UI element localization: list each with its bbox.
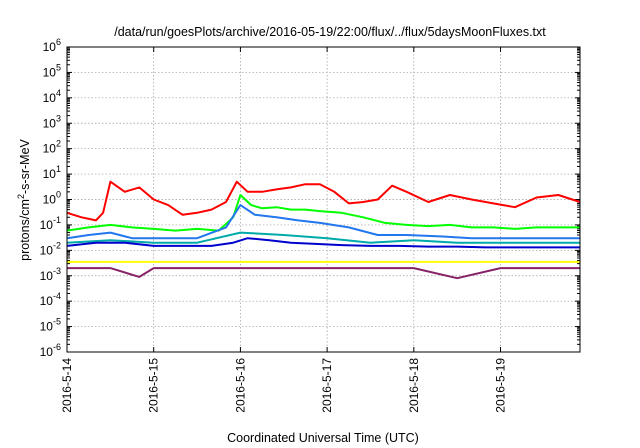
x-tick-label: 2016-5-16	[233, 358, 247, 413]
y-tick-label: 10-3	[40, 266, 61, 283]
y-tick-exp: -6	[53, 342, 61, 352]
y-tick-exp: -2	[53, 240, 61, 250]
plot-frame	[66, 46, 581, 353]
y-axis-label-rest: -s-sr-MeV	[18, 138, 32, 194]
y-tick-base: 10	[43, 40, 57, 54]
y-tick-exp: 5	[56, 62, 61, 72]
y-tick-base: 10	[43, 193, 57, 207]
y-tick-base: 10	[43, 91, 57, 105]
series-line	[66, 204, 580, 240]
y-tick-exp: 2	[56, 139, 61, 149]
y-axis-label-base: protons/cm	[18, 199, 32, 261]
x-tick-label: 2016-5-19	[494, 358, 508, 413]
y-tick-label: 105	[43, 62, 61, 79]
y-tick-label: 103	[43, 113, 61, 130]
y-tick-label: 106	[43, 37, 61, 54]
y-tick-exp: 3	[56, 113, 61, 123]
series-line	[66, 231, 580, 244]
series-line	[66, 194, 580, 232]
series-group	[66, 180, 581, 280]
y-tick-exp: 6	[56, 37, 61, 47]
y-tick-base: 10	[43, 116, 57, 130]
x-tick-label: 2016-5-14	[60, 358, 74, 413]
y-tick-exp: -4	[53, 291, 61, 301]
chart-title: /data/run/goesPlots/archive/2016-05-19/2…	[114, 25, 546, 39]
y-tick-base: 10	[40, 294, 54, 308]
y-tick-label: 10-2	[40, 240, 61, 257]
y-axis-label: protons/cm2-s-sr-MeV	[16, 138, 32, 260]
y-tick-label: 102	[43, 139, 61, 156]
grid	[67, 47, 580, 352]
y-tick-exp: -1	[53, 215, 61, 225]
x-tick-label: 2016-5-15	[147, 358, 161, 413]
y-tick-base: 10	[43, 167, 57, 181]
y-tick-exp: 0	[56, 190, 61, 200]
series-line	[66, 180, 581, 222]
y-tick-exp: 4	[56, 88, 61, 98]
y-tick-label: 104	[43, 88, 61, 105]
y-tick-label: 100	[43, 190, 61, 207]
x-axis: 2016-5-14 2016-5-15 2016-5-16 2016-5-17 2016…	[60, 47, 508, 413]
x-tick-label: 2016-5-17	[320, 358, 334, 413]
y-tick-base: 10	[40, 218, 54, 232]
y-tick-base: 10	[40, 320, 54, 334]
x-axis-label: Coordinated Universal Time (UTC)	[227, 431, 419, 445]
y-tick-label: 10-4	[40, 291, 61, 308]
y-tick-label: 10-1	[40, 215, 61, 232]
y-tick-exp: -5	[53, 317, 61, 327]
x-tick-label: 2016-5-18	[407, 358, 421, 413]
series-line	[67, 267, 580, 280]
y-tick-base: 10	[43, 65, 57, 79]
y-axis: 10-610-510-410-310-210-11001011021031041…	[40, 37, 580, 359]
y-tick-label: 10-5	[40, 317, 61, 334]
y-tick-exp: -3	[53, 266, 61, 276]
y-tick-base: 10	[40, 243, 54, 257]
y-tick-label: 10-6	[40, 342, 61, 359]
y-tick-base: 10	[40, 345, 54, 359]
y-tick-label: 101	[43, 164, 61, 181]
y-tick-exp: 1	[56, 164, 61, 174]
y-tick-base: 10	[40, 269, 54, 283]
y-axis-label-sup: 2	[16, 194, 26, 199]
series-line	[66, 237, 580, 249]
y-tick-base: 10	[43, 142, 57, 156]
